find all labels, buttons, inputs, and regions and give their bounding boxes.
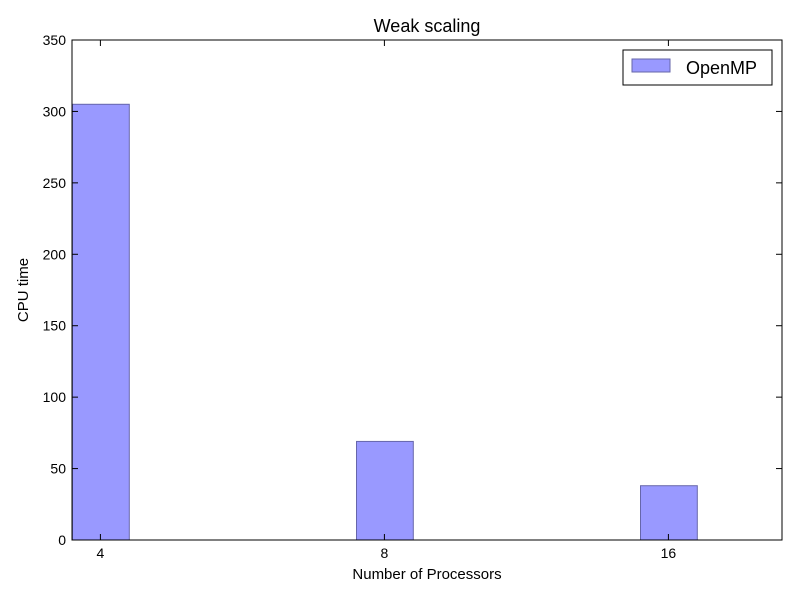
x-tick-label-16: 16: [661, 545, 677, 561]
bar-4: [72, 103, 130, 541]
bar-16: [640, 485, 698, 541]
x-tick-label-4: 4: [97, 545, 105, 561]
bars-group: [72, 103, 698, 541]
y-tick-label: 300: [43, 103, 67, 119]
legend-label-openmp: OpenMP: [686, 58, 757, 78]
y-tick-label: 0: [58, 532, 66, 548]
legend: OpenMP: [622, 49, 773, 86]
x-tick-label-8: 8: [381, 545, 389, 561]
y-tick-label: 100: [43, 389, 67, 405]
y-tick-label: 150: [43, 318, 67, 334]
legend-swatch-openmp: [631, 58, 671, 73]
y-tick-label: 350: [43, 32, 67, 48]
bar-8: [356, 440, 414, 541]
y-tick-label: 50: [50, 461, 66, 477]
y-axis-label: CPU time: [15, 258, 32, 322]
y-tick-label: 200: [43, 246, 67, 262]
x-axis-label: Number of Processors: [352, 566, 501, 583]
y-tick-label: 250: [43, 175, 67, 191]
ticks-group: 0 50 100 150 200 250 300 350 4 8 16: [43, 32, 782, 561]
chart-title: Weak scaling: [374, 16, 481, 36]
plot-frame: [71, 39, 783, 541]
